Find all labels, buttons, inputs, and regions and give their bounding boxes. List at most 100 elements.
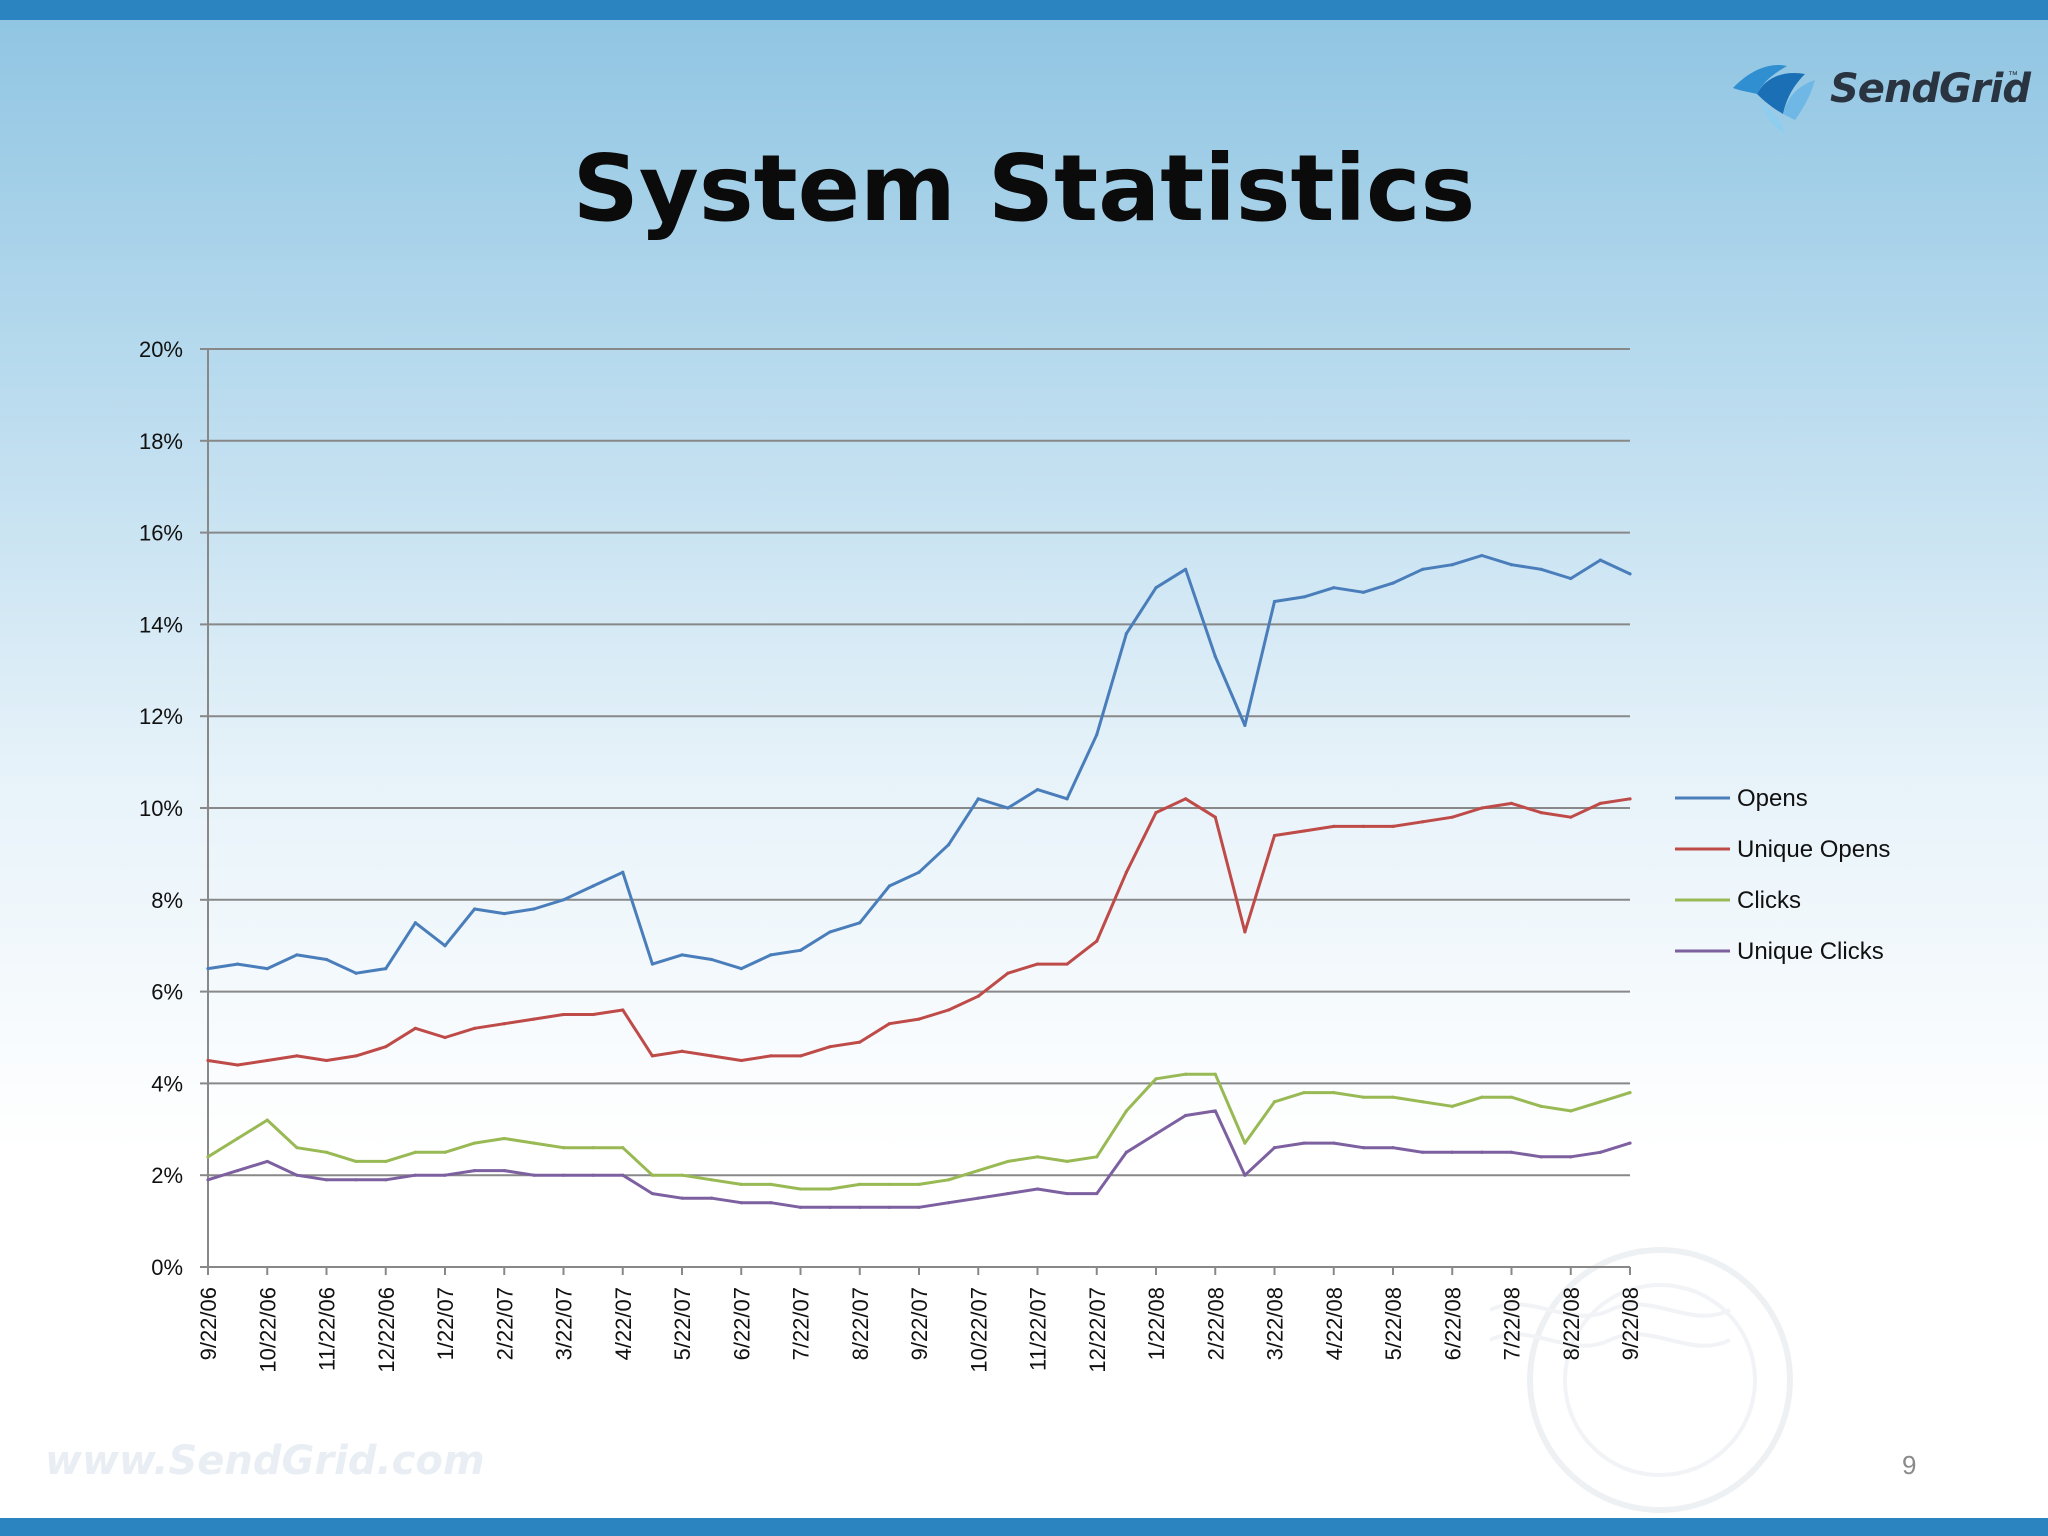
data-point <box>1539 567 1543 571</box>
data-point <box>1628 797 1632 801</box>
data-point <box>710 957 714 962</box>
data-point <box>1598 558 1602 562</box>
data-point <box>1035 788 1040 792</box>
data-point <box>1124 631 1128 636</box>
data-point <box>621 1173 625 1177</box>
data-point <box>265 1058 269 1063</box>
data-point <box>976 797 980 801</box>
x-tick-label: 4/22/07 <box>611 1287 636 1360</box>
data-point <box>1539 1155 1543 1159</box>
data-point <box>769 1182 773 1186</box>
data-point <box>739 967 743 971</box>
data-point <box>1124 1109 1128 1113</box>
data-point <box>1154 1077 1158 1081</box>
data-point <box>1243 723 1247 727</box>
data-point <box>1272 1100 1277 1104</box>
data-point <box>236 962 240 966</box>
x-tick-label: 11/22/06 <box>315 1287 340 1371</box>
x-tick-label: 8/22/08 <box>1559 1287 1584 1360</box>
data-point <box>680 1196 684 1200</box>
data-point <box>1065 1191 1069 1196</box>
data-point <box>1628 1090 1632 1095</box>
x-tick-label: 1/22/07 <box>433 1287 458 1360</box>
data-point <box>384 1178 388 1182</box>
data-point <box>650 1191 654 1196</box>
data-point <box>1332 824 1336 828</box>
legend-label-unique-opens: Unique Opens <box>1737 836 1890 863</box>
data-point <box>1035 1187 1040 1191</box>
data-point <box>324 1058 329 1063</box>
data-point <box>532 1173 536 1177</box>
data-point <box>710 1054 714 1058</box>
footer-watermark: www.SendGrid.com <box>45 1438 485 1484</box>
data-point <box>858 921 862 925</box>
x-tick-label: 9/22/08 <box>1618 1287 1643 1360</box>
data-point <box>532 907 536 911</box>
data-point <box>413 1150 417 1154</box>
data-point <box>265 1159 269 1164</box>
data-point <box>650 1173 654 1177</box>
data-point <box>502 1169 506 1173</box>
data-point <box>1421 820 1425 824</box>
x-tick-label: 10/22/07 <box>966 1287 991 1373</box>
data-point <box>324 1178 329 1182</box>
series-line-opens <box>207 554 1631 975</box>
data-point <box>887 1022 891 1026</box>
data-point <box>1095 939 1099 943</box>
x-tick-label: 10/22/06 <box>255 1287 280 1373</box>
top-accent-bar <box>0 0 2048 20</box>
postmark-stamp-icon <box>1490 1247 1793 1513</box>
data-point <box>413 921 417 925</box>
data-point <box>591 1146 595 1150</box>
data-point <box>621 1146 625 1150</box>
data-point <box>1421 567 1425 571</box>
data-point <box>1628 1141 1632 1145</box>
data-point <box>1480 806 1484 810</box>
x-tick-label: 1/22/08 <box>1144 1287 1169 1360</box>
data-point <box>354 1054 358 1058</box>
data-point <box>1302 1141 1306 1145</box>
data-point <box>739 1201 743 1205</box>
data-point <box>680 1049 684 1053</box>
data-point <box>1154 586 1158 590</box>
data-point <box>1509 1095 1514 1099</box>
data-point <box>532 1141 536 1145</box>
data-point <box>710 1196 714 1200</box>
data-point <box>591 884 595 888</box>
y-tick-label: 4% <box>151 1071 183 1096</box>
x-tick-label: 8/22/07 <box>848 1287 873 1360</box>
page-title: System Statistics <box>572 135 1476 242</box>
y-tick-label: 10% <box>139 796 183 821</box>
data-point <box>947 1178 951 1182</box>
data-point <box>1421 1150 1425 1154</box>
data-point <box>265 1118 269 1122</box>
data-point <box>1272 833 1277 838</box>
data-point <box>769 1201 773 1205</box>
x-tick-label: 11/22/07 <box>1026 1287 1051 1371</box>
x-tick-label: 3/22/07 <box>552 1287 577 1360</box>
data-point <box>1569 1155 1573 1159</box>
data-point <box>887 1182 891 1186</box>
data-point <box>1035 962 1040 966</box>
data-point <box>1006 971 1010 975</box>
x-tick-label: 6/22/07 <box>729 1287 754 1360</box>
data-point <box>1509 1150 1514 1154</box>
data-point <box>1361 1095 1365 1099</box>
data-point <box>976 1196 980 1200</box>
data-point <box>1332 1090 1336 1095</box>
data-point <box>1154 810 1158 815</box>
data-point <box>502 1022 506 1026</box>
data-point <box>591 1012 595 1017</box>
data-point <box>858 1182 862 1186</box>
data-point <box>1361 824 1365 828</box>
data-point <box>621 870 625 874</box>
series-line-unique-clicks <box>207 1109 1631 1209</box>
data-point <box>917 1182 921 1186</box>
data-point <box>324 957 329 962</box>
data-point <box>206 967 210 971</box>
data-point <box>917 870 921 874</box>
data-point <box>443 1150 447 1154</box>
data-point <box>1272 1146 1277 1150</box>
data-point <box>1391 824 1395 828</box>
